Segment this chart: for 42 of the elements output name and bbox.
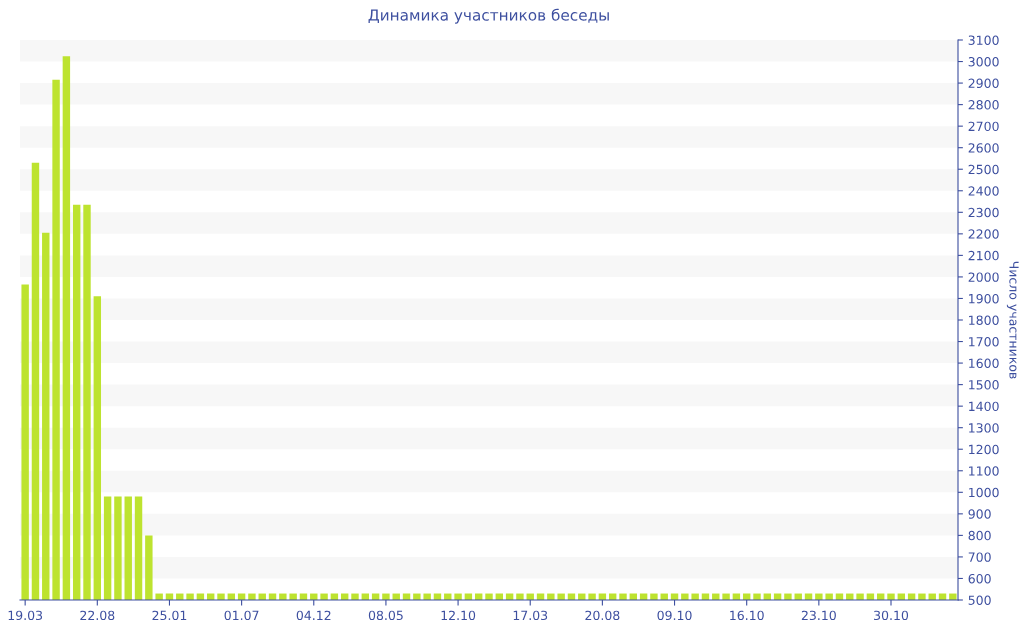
y-tick-label: 3100 — [968, 35, 999, 45]
x-tick-label: 25.01 — [152, 610, 187, 621]
y-tick-label: 1500 — [969, 380, 999, 390]
y-tick-label: 2100 — [968, 250, 999, 261]
y-tick-label: 600 — [968, 573, 991, 584]
y-tick-label: 2400 — [968, 186, 999, 196]
x-tick-label: 23.10 — [801, 610, 836, 621]
y-tick-label: 2000 — [968, 272, 999, 282]
y-tick-label: 2700 — [968, 121, 999, 132]
y-tick-label: 1000 — [969, 487, 999, 498]
x-tick-label: 17.03 — [513, 610, 548, 621]
y-tick-label: 500 — [968, 595, 991, 605]
x-tick-label: 04.12 — [296, 610, 331, 621]
y-tick-label: 800 — [968, 530, 991, 541]
x-tick-label: 08.05 — [368, 610, 403, 621]
y-tick-label: 2900 — [968, 78, 999, 88]
y-tick-label: 2600 — [968, 143, 999, 153]
y-tick-label: 1400 — [969, 401, 999, 412]
x-tick-label: 22.08 — [80, 610, 115, 621]
x-tick-label: 16.10 — [730, 610, 764, 621]
x-tick-label: 20.08 — [585, 610, 620, 621]
y-axis-title: Число участников — [1006, 261, 1019, 379]
y-tick-label: 1300 — [969, 423, 999, 433]
y-tick-label: 1100 — [969, 466, 999, 476]
y-tick-label: 1700 — [969, 337, 999, 347]
y-tick-label: 700 — [968, 552, 991, 562]
y-tick-label: 3000 — [968, 57, 999, 67]
y-tick-label: 1200 — [969, 444, 999, 455]
y-tick-label: 1900 — [969, 293, 999, 304]
y-tick-label: 1600 — [969, 358, 999, 368]
y-tick-label: 2800 — [968, 100, 999, 110]
x-tick-label: 12.10 — [441, 610, 476, 621]
x-tick-label: 30.10 — [874, 610, 909, 621]
y-tick-label: 2300 — [968, 207, 999, 218]
x-tick-label: 19.03 — [8, 610, 43, 621]
x-tick-label: 01.07 — [224, 610, 259, 621]
y-tick-label: 2200 — [968, 229, 999, 239]
y-tick-label: 2500 — [968, 164, 999, 175]
y-tick-label: 1800 — [969, 315, 999, 325]
x-tick-label: 09.10 — [657, 610, 692, 621]
chart-title: Динамика участников беседы — [368, 8, 609, 24]
y-tick-label: 900 — [968, 509, 991, 519]
